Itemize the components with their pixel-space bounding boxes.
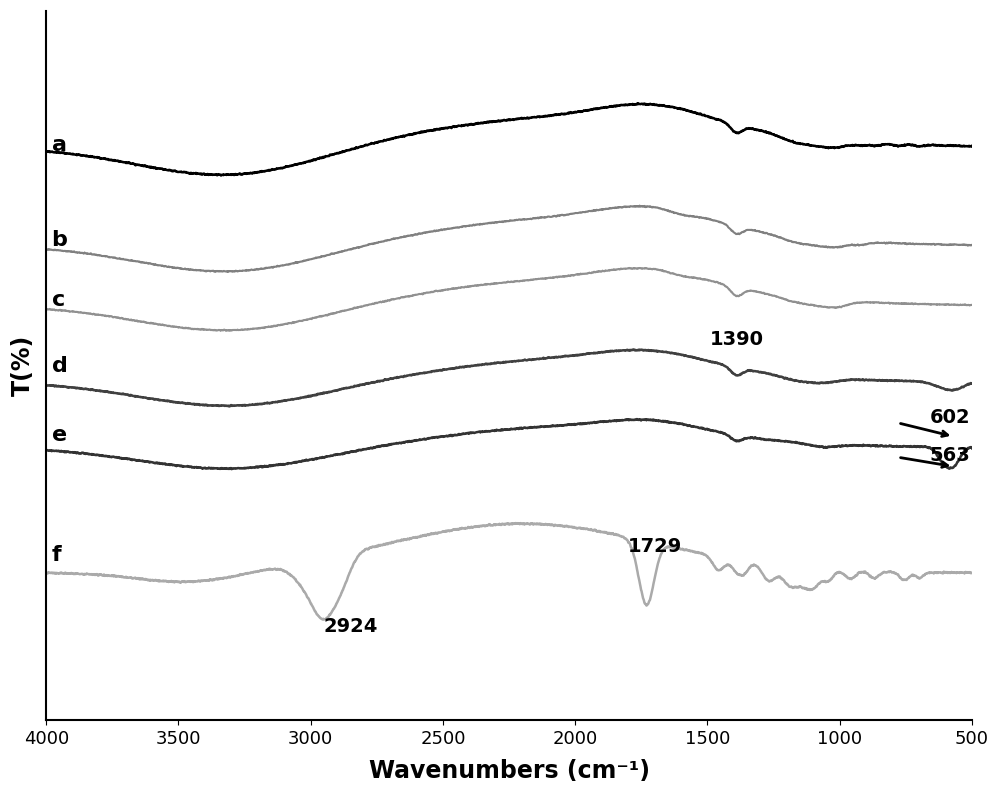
Text: 2924: 2924 — [323, 616, 378, 635]
X-axis label: Wavenumbers (cm⁻¹): Wavenumbers (cm⁻¹) — [369, 759, 650, 783]
Text: 563: 563 — [930, 446, 970, 465]
Y-axis label: T(%): T(%) — [11, 335, 35, 396]
Text: 602: 602 — [930, 408, 970, 427]
Text: 1390: 1390 — [710, 330, 764, 349]
Text: d: d — [52, 356, 67, 376]
Text: a: a — [52, 135, 67, 155]
Text: e: e — [52, 426, 67, 445]
Text: b: b — [52, 230, 67, 250]
Text: 1729: 1729 — [627, 538, 682, 557]
Text: c: c — [52, 290, 65, 310]
Text: f: f — [52, 545, 61, 565]
